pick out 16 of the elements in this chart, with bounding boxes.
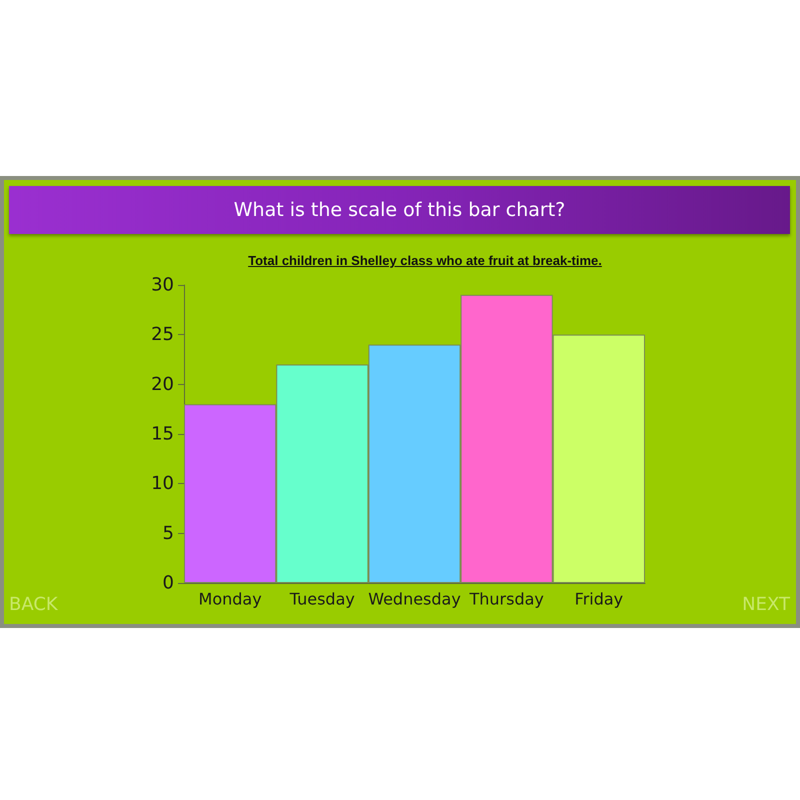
x-tick-label: Wednesday xyxy=(368,590,461,608)
x-tick-label: Thursday xyxy=(468,590,544,608)
x-tick-label: Monday xyxy=(198,590,262,608)
y-tick-label: 15 xyxy=(151,424,174,444)
y-tick-label: 25 xyxy=(151,324,174,346)
y-tick-label: 20 xyxy=(151,374,174,395)
x-tick-label: Tuesday xyxy=(288,590,355,608)
y-tick-label: 5 xyxy=(162,522,174,544)
x-tick-label: Friday xyxy=(574,590,624,608)
chart-subtitle: Total children in Shelley class who ate fruit at break-time. xyxy=(248,253,602,268)
text: BACK xyxy=(9,594,58,615)
chart-title: What is the scale of this bar chart? xyxy=(234,199,566,221)
y-tick-label: 0 xyxy=(162,572,174,594)
y-tick-label: 30 xyxy=(151,274,174,296)
text: NEXT xyxy=(742,594,790,615)
y-tick-label: 10 xyxy=(151,473,174,494)
